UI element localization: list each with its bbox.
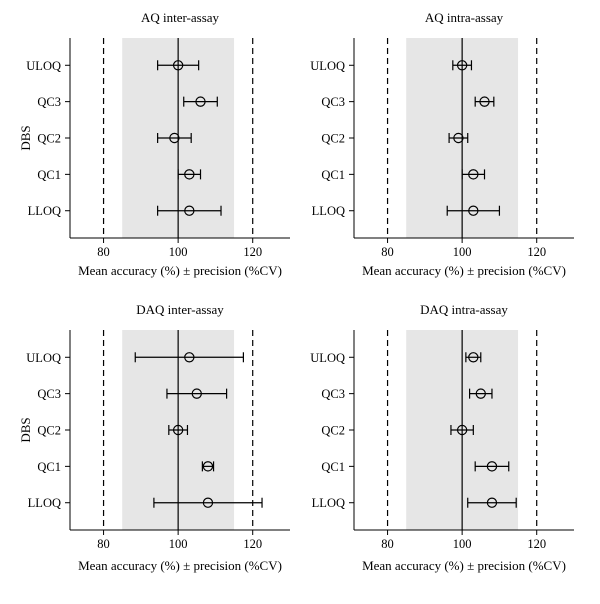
x-axis-label: Mean accuracy (%) ± precision (%CV) [78,263,282,278]
panel-4: 80 100 120 ULOQ QC3 QC2 QC1 LLOQ DAQ intra-assay… [310,302,574,573]
category-label: LLOQ [312,496,345,510]
mean-marker [486,497,498,508]
category-label: QC1 [37,168,61,182]
category-label: ULOQ [310,351,345,365]
mean-marker [456,60,468,71]
x-tick-label: 80 [381,537,394,551]
panel-title: AQ inter-assay [141,10,220,25]
mean-marker [202,461,214,472]
mean-marker [184,169,195,180]
x-tick-label: 100 [169,537,188,551]
x-tick-label: 120 [527,537,546,551]
category-label: QC2 [321,132,345,146]
category-label: QC3 [321,387,345,401]
mean-marker [453,132,464,144]
x-tick-label: 120 [243,537,262,551]
y-axis-label: DBS [18,125,33,150]
x-tick-label: 100 [169,245,188,259]
mean-marker [475,388,486,399]
x-tick-label: 80 [97,245,110,259]
mean-marker [195,96,206,107]
mean-marker [172,60,184,71]
category-label: LLOQ [28,204,61,218]
x-axis-label: Mean accuracy (%) ± precision (%CV) [78,558,282,573]
x-tick-label: 100 [453,537,472,551]
category-label: QC2 [37,132,61,146]
panel-2: 80 100 120 ULOQ QC3 QC2 QC1 LLOQ AQ intra-assay M… [310,10,574,278]
mean-marker [184,352,195,363]
category-label: LLOQ [312,204,345,218]
category-label: QC1 [321,168,345,182]
x-tick-label: 120 [527,245,546,259]
mean-marker [468,352,479,363]
x-tick-label: 120 [243,245,262,259]
category-label: QC3 [37,95,61,109]
mean-marker [202,497,214,508]
x-axis-label: Mean accuracy (%) ± precision (%CV) [362,558,566,573]
category-label: QC2 [37,424,61,438]
category-label: ULOQ [26,59,61,73]
category-label: ULOQ [26,351,61,365]
mean-marker [468,169,479,180]
panel-1: 80 100 120 ULOQ QC3 QC2 QC1 LLOQ AQ inter-assay M… [18,10,290,278]
mean-marker [169,132,180,144]
category-label: QC3 [37,387,61,401]
x-tick-label: 80 [97,537,110,551]
category-label: QC2 [321,424,345,438]
panel-title: DAQ intra-assay [420,302,508,317]
panel-title: DAQ inter-assay [136,302,224,317]
mean-marker [172,424,184,436]
mean-marker [468,205,479,216]
x-tick-label: 80 [381,245,394,259]
mean-marker [184,205,195,216]
mean-marker [486,461,498,472]
mean-marker [479,96,490,107]
category-label: ULOQ [310,59,345,73]
mean-marker [456,424,468,436]
category-label: QC3 [321,95,345,109]
mean-marker [191,388,202,399]
x-axis-label: Mean accuracy (%) ± precision (%CV) [362,263,566,278]
panel-3: 80 100 120 ULOQ QC3 QC2 QC1 LLOQ DAQ inter-assay… [18,302,290,573]
category-label: QC1 [37,460,61,474]
category-label: LLOQ [28,496,61,510]
panel-title: AQ intra-assay [425,10,504,25]
y-axis-label: DBS [18,417,33,442]
category-label: QC1 [321,460,345,474]
x-tick-label: 100 [453,245,472,259]
